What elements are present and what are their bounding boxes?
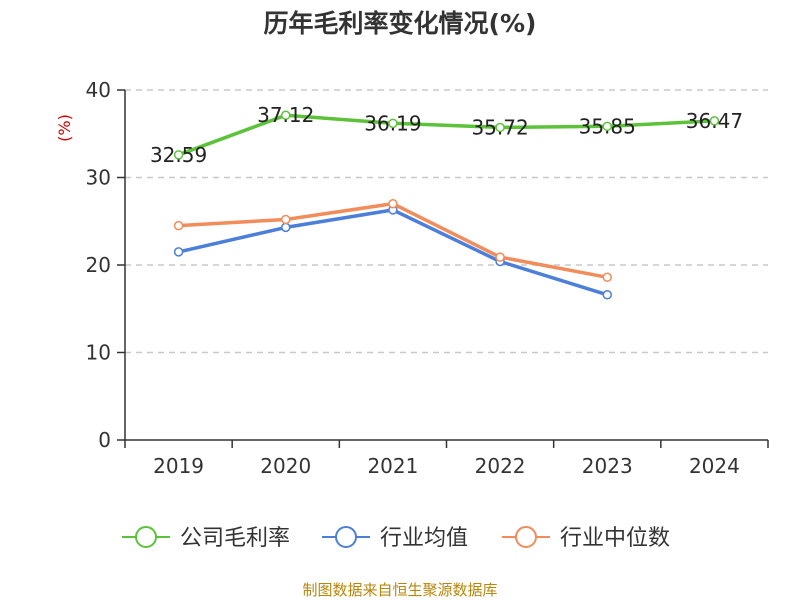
data-point [388, 118, 398, 129]
legend-label: 行业中位数 [560, 526, 670, 551]
legend-swatch-marker [335, 526, 357, 548]
legend: 公司毛利率 行业均值 行业中位数 [122, 526, 670, 551]
data-label: 36.47 [686, 109, 743, 133]
data-label: 36.19 [364, 111, 421, 135]
legend-label: 公司毛利率 [180, 526, 290, 551]
data-label-layer: 32.59 37.12 36.19 35.72 35.85 36.47 [150, 103, 743, 167]
data-point [281, 214, 291, 225]
axis-layer: 0 10 20 30 40 2019 2020 2021 2022 2023 2024 [86, 78, 769, 478]
source-note: 制图数据来自恒生聚源数据库 [302, 581, 497, 599]
data-point [495, 252, 505, 262]
y-tick-label: 40 [86, 78, 111, 102]
y-axis-label: (%) [55, 114, 74, 142]
data-point [388, 199, 398, 209]
data-point [173, 247, 184, 257]
legend-item: 行业中位数 [502, 526, 670, 551]
legend-label: 行业均值 [380, 526, 468, 551]
x-tick-label: 2019 [153, 454, 204, 478]
data-point [281, 222, 291, 233]
series-line-0 [176, 113, 717, 157]
data-label: 35.85 [579, 114, 636, 138]
data-point [173, 150, 184, 160]
chart-title: 历年毛利率变化情况(%) [264, 9, 537, 38]
y-tick-label: 30 [86, 166, 111, 190]
series-line-2 [176, 201, 610, 280]
data-point [173, 220, 184, 231]
data-label: 32.59 [150, 143, 207, 167]
data-point [602, 272, 612, 282]
x-tick-label: 2023 [582, 454, 633, 478]
legend-swatch-marker [515, 526, 537, 548]
x-tick-label: 2021 [367, 454, 418, 478]
grid-layer [125, 89, 768, 354]
data-point [709, 116, 720, 126]
x-tick-label: 2020 [260, 454, 311, 478]
legend-swatch-marker [135, 526, 157, 548]
data-label: 35.72 [471, 115, 528, 139]
legend-item: 公司毛利率 [122, 526, 290, 551]
y-tick-label: 0 [98, 428, 111, 452]
data-point [281, 110, 291, 120]
x-tick-label: 2024 [689, 454, 740, 478]
series-layer [173, 110, 720, 300]
y-tick-label: 10 [86, 341, 111, 365]
data-point [602, 290, 612, 300]
y-tick-label: 20 [86, 253, 111, 277]
data-label: 37.12 [257, 103, 314, 127]
x-tick-label: 2022 [475, 454, 526, 478]
legend-item: 行业均值 [322, 526, 468, 551]
data-point [602, 121, 612, 132]
data-point [495, 122, 505, 133]
